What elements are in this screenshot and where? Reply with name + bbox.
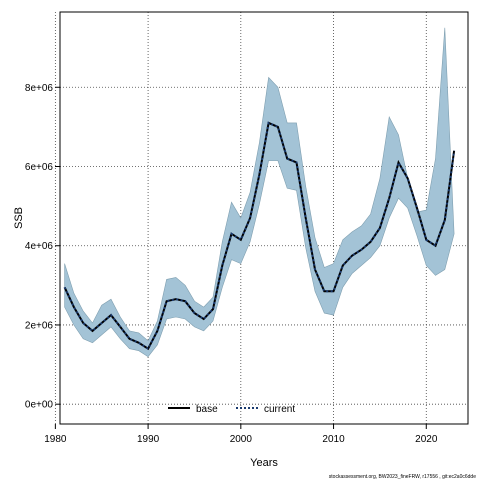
legend: base current xyxy=(168,404,295,415)
series-line-base xyxy=(63,121,456,351)
y-tick-label: 8e+06 xyxy=(25,83,54,94)
confidence-band xyxy=(64,27,455,358)
y-tick-label: 2e+06 xyxy=(25,320,54,331)
x-axis-title: Years xyxy=(250,457,278,469)
x-tick-label: 2010 xyxy=(322,434,345,445)
plot-frame xyxy=(59,11,469,425)
y-axis-title: SSB xyxy=(13,207,25,229)
x-tick-label: 1980 xyxy=(44,434,67,445)
x-tick-label: 2020 xyxy=(415,434,438,445)
x-tick-label: 2000 xyxy=(230,434,253,445)
x-tick-label: 1990 xyxy=(137,434,160,445)
y-tick-label: 4e+06 xyxy=(25,241,54,252)
y-tick-label: 0e+00 xyxy=(25,400,54,411)
grid-lines xyxy=(54,12,468,424)
y-tick-label: 6e+06 xyxy=(25,162,54,173)
y-axis: 0e+00 2e+06 4e+06 6e+06 8e+06 xyxy=(25,83,60,411)
x-axis: 1980 1990 2000 2010 2020 xyxy=(44,424,438,445)
legend-label-current: current xyxy=(264,404,295,415)
watermark-text: stockassessment.org, BW2023_fineFRW, r17… xyxy=(329,474,476,480)
legend-label-base: base xyxy=(196,404,218,415)
